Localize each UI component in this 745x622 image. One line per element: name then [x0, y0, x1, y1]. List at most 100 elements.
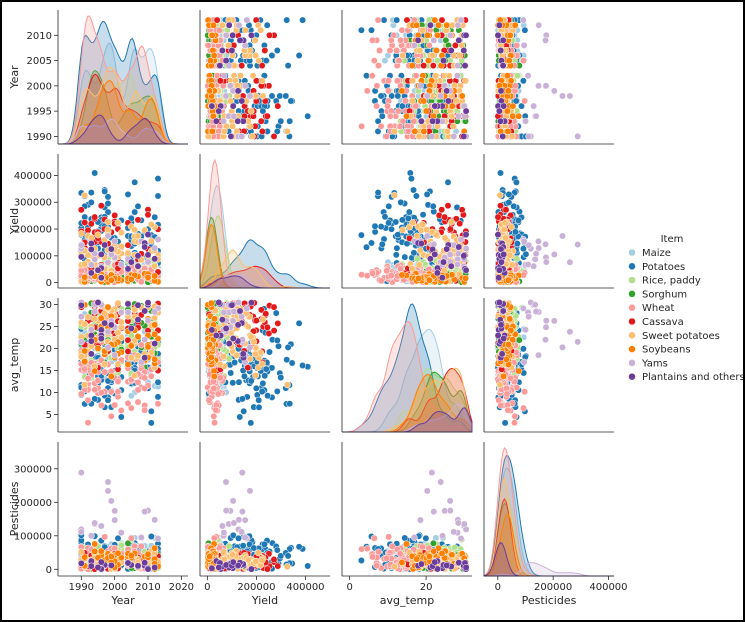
point-plantains-and-others — [229, 335, 237, 342]
point-cassava — [444, 202, 452, 210]
point-sweet-potatoes — [255, 57, 263, 65]
point-wheat — [97, 389, 105, 397]
point-wheat — [141, 374, 149, 382]
point-soybeans — [81, 347, 89, 355]
point-soybeans — [507, 77, 515, 85]
point-potatoes — [283, 16, 291, 24]
point-soybeans — [210, 372, 218, 380]
point-cassava — [257, 117, 265, 125]
point-wheat — [412, 72, 420, 80]
point-sweet-potatoes — [81, 320, 89, 328]
point-plantains-and-others — [124, 300, 132, 308]
point-potatoes — [419, 211, 427, 219]
point-sweet-potatoes — [423, 226, 431, 234]
point-wheat — [425, 41, 433, 49]
point-cassava — [144, 211, 152, 219]
point-plantains-and-others — [495, 266, 503, 274]
point-soybeans — [511, 21, 519, 29]
point-plantains-and-others — [127, 258, 135, 266]
point-yams — [524, 261, 532, 268]
point-plantains-and-others — [443, 87, 451, 95]
point-rice-paddy — [413, 255, 421, 263]
point-soybeans — [107, 276, 115, 284]
point-yams — [243, 304, 251, 312]
point-yams — [428, 132, 436, 140]
point-potatoes — [423, 190, 431, 198]
point-potatoes — [398, 216, 406, 224]
y-tick-label: 30 — [39, 300, 52, 311]
point-potatoes — [377, 223, 385, 231]
point-wheat — [370, 57, 378, 65]
point-sweet-potatoes — [450, 122, 457, 130]
point-cassava — [420, 62, 428, 70]
point-yams — [530, 102, 538, 110]
point-potatoes — [236, 413, 244, 421]
point-potatoes — [385, 202, 393, 210]
point-plantains-and-others — [236, 36, 244, 44]
point-soybeans — [504, 87, 512, 95]
point-potatoes — [374, 189, 382, 197]
point-potatoes — [410, 186, 417, 194]
point-soybeans — [206, 87, 214, 95]
point-wheat — [513, 41, 521, 49]
point-plantains-and-others — [447, 262, 455, 270]
point-sweet-potatoes — [391, 191, 398, 199]
point-plantains-and-others — [212, 332, 220, 339]
point-wheat — [358, 271, 366, 279]
point-plantains-and-others — [500, 102, 508, 110]
point-potatoes — [505, 190, 513, 198]
y-tick-label: 15 — [39, 366, 52, 377]
point-plantains-and-others — [495, 21, 503, 29]
point-potatoes — [262, 57, 270, 65]
point-soybeans — [151, 272, 159, 280]
point-potatoes — [378, 112, 386, 120]
point-plantains-and-others — [144, 231, 152, 239]
panel-yield-vs-avg-temp — [341, 154, 472, 289]
point-soybeans — [211, 315, 219, 323]
point-potatoes — [405, 208, 413, 216]
point-plantains-and-others — [124, 265, 132, 273]
panel-avg-temp-vs-avg-temp — [341, 298, 473, 433]
point-plantains-and-others — [134, 316, 142, 324]
point-plantains-and-others — [426, 21, 434, 29]
point-yams — [525, 132, 533, 140]
point-wheat — [383, 132, 391, 140]
point-soybeans — [210, 21, 217, 29]
point-potatoes — [385, 219, 393, 227]
point-sweet-potatoes — [114, 219, 122, 227]
point-yams — [450, 132, 458, 140]
point-plantains-and-others — [141, 243, 149, 251]
point-plantains-and-others — [218, 316, 226, 324]
y-tick-label: 20 — [39, 344, 52, 355]
point-yams — [235, 299, 242, 306]
point-soybeans — [413, 21, 421, 29]
panel-avg-temp-vs-yield — [199, 298, 330, 433]
point-potatoes — [124, 190, 132, 198]
point-soybeans — [207, 353, 215, 361]
point-potatoes — [268, 52, 276, 59]
point-potatoes — [444, 178, 452, 186]
point-yams — [151, 308, 159, 316]
point-cassava — [270, 132, 278, 140]
point-sweet-potatoes — [448, 112, 456, 120]
point-cassava — [263, 323, 271, 331]
point-potatoes — [371, 228, 379, 236]
point-yams — [230, 112, 238, 120]
point-soybeans — [403, 112, 410, 120]
point-potatoes — [147, 407, 155, 415]
point-plantains-and-others — [208, 102, 216, 110]
point-plantains-and-others — [431, 102, 439, 110]
point-soybeans — [91, 367, 99, 375]
point-wheat — [101, 368, 109, 376]
point-sweet-potatoes — [229, 122, 237, 130]
point-potatoes — [371, 222, 379, 230]
point-sweet-potatoes — [408, 97, 416, 105]
point-yams — [550, 87, 558, 95]
point-potatoes — [273, 387, 281, 395]
point-plantains-and-others — [440, 57, 447, 65]
point-sweet-potatoes — [104, 226, 112, 234]
point-potatoes — [515, 216, 522, 224]
point-soybeans — [127, 275, 135, 283]
point-potatoes — [392, 251, 400, 259]
point-yams — [520, 237, 528, 245]
